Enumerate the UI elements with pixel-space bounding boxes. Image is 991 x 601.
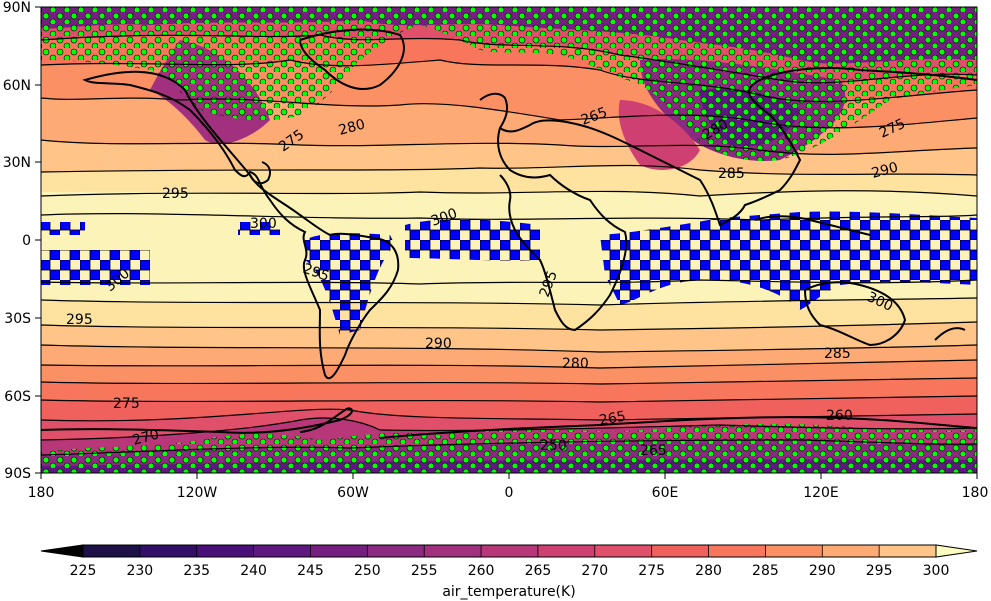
colorbar-min-extension	[40, 544, 84, 558]
coastlines	[41, 28, 977, 439]
colorbar-cell	[765, 545, 823, 557]
contour-label: 280	[562, 356, 589, 372]
colorbar-tick-label: 290	[809, 563, 836, 579]
lon-tick-label: 120E	[803, 485, 839, 501]
colorbar-cell	[310, 545, 368, 557]
colorbar-tick-label: 240	[240, 563, 267, 579]
contour-label: 250	[540, 438, 567, 454]
colorbar-cell	[594, 545, 653, 557]
contour-label: 265	[640, 443, 667, 459]
contour-label: 285	[824, 346, 851, 362]
colorbar-cell	[651, 545, 710, 557]
lat-tick-label: 30N	[3, 155, 31, 171]
lat-tick-label: 60S	[4, 389, 31, 405]
contour-label: 285	[718, 166, 745, 182]
colorbar-tick-label: 265	[525, 563, 552, 579]
temperature-field	[41, 7, 977, 473]
lon-tick-label: 180	[962, 485, 989, 501]
contour-label: 300	[250, 216, 277, 232]
colorbar-tick-label: 280	[695, 563, 722, 579]
lat-tick-label: 30S	[4, 311, 31, 327]
contour-label: 270	[131, 426, 161, 448]
contour-label: 275	[113, 396, 140, 412]
lat-tick-labels: 90N 60N 30N 0 30S 60S 90S	[3, 0, 31, 482]
colorbar-title: air_temperature(K)	[442, 584, 575, 600]
colorbar-tick-label: 255	[411, 563, 438, 579]
lon-tick-label: 60E	[652, 485, 679, 501]
contour-label: 280	[337, 116, 367, 138]
colorbar-max-extension	[935, 544, 978, 558]
colorbar-cell	[253, 545, 311, 557]
contour-label: 295	[66, 312, 93, 328]
lon-tick-labels: 180 120W 60W 0 60E 120E 180	[28, 485, 989, 501]
colorbar-cell	[879, 545, 937, 557]
colorbar-cell	[139, 545, 198, 557]
contour-label: 260	[826, 408, 853, 424]
colorbar-cell	[196, 545, 255, 557]
contour-label: 290	[425, 336, 452, 352]
colorbar-cell	[822, 545, 880, 557]
colorbar-cell	[708, 545, 766, 557]
colorbar-tick-label: 260	[468, 563, 495, 579]
lon-tick-label: 60W	[337, 485, 369, 501]
colorbar-tick-label: 235	[183, 563, 210, 579]
lat-tick-label: 0	[22, 233, 31, 249]
contour-label: 295	[162, 186, 189, 202]
contour-lines	[41, 34, 977, 456]
colorbar-tick-label: 285	[752, 563, 779, 579]
colorbar-tick-label: 250	[354, 563, 381, 579]
colorbar-tick-label: 270	[581, 563, 608, 579]
lat-tick-label: 90N	[3, 0, 31, 16]
colorbar-tick-label: 275	[638, 563, 665, 579]
lat-tick-label: 60N	[3, 78, 31, 94]
lon-tick-label: 180	[28, 485, 55, 501]
colorbar-tick-label: 300	[923, 563, 950, 579]
lon-tick-label: 120W	[177, 485, 218, 501]
colorbar-cell	[83, 545, 141, 557]
axis-ticks	[35, 6, 978, 479]
contour-label: 290	[870, 159, 900, 181]
colorbar-tick-label: 245	[297, 563, 324, 579]
colorbar-frame	[82, 544, 937, 558]
colorbar-tick-label: 295	[866, 563, 893, 579]
colorbar-tick-label: 225	[70, 563, 97, 579]
colorbar-cell	[481, 545, 539, 557]
colorbar-tick-label: 230	[126, 563, 153, 579]
colorbar-cell	[367, 545, 425, 557]
colorbar-cell	[537, 545, 596, 557]
lon-tick-label: 0	[505, 485, 514, 501]
colorbar: 225 230 235 240 245 250 255 260 265 270 275 280 285 2…	[40, 544, 978, 600]
contour-label: 265	[598, 409, 627, 429]
colorbar-cell	[424, 545, 482, 557]
lat-tick-label: 90S	[4, 466, 31, 482]
